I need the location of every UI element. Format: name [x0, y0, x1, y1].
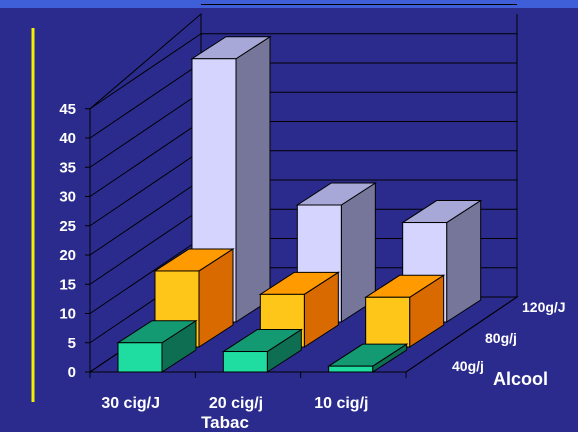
- side-gridline: [89, 33, 202, 110]
- x-axis-labels: 30 cig/J 20 cig/j 10 cig/j: [89, 372, 407, 412]
- z-tick-label: 120g/J: [522, 299, 566, 315]
- y-tick-label: 0: [68, 364, 76, 381]
- z-axis-line: [405, 296, 518, 373]
- x-tick-label: 10 cig/j: [314, 395, 368, 412]
- y-tick-label: 5: [68, 335, 76, 352]
- y-tick-label: 30: [59, 189, 76, 206]
- chart-bars: [116, 35, 483, 373]
- x-tick-label: 30 cig/J: [101, 395, 160, 412]
- side-gridline: [89, 91, 202, 168]
- bar-front: [222, 351, 268, 373]
- y-tick-label: 25: [59, 218, 76, 235]
- y-tick-label: 45: [59, 101, 76, 118]
- bar: [221, 328, 304, 373]
- bar-front: [365, 296, 411, 348]
- bar: [326, 343, 409, 373]
- bar-front: [328, 365, 374, 373]
- side-gridline: [89, 179, 202, 256]
- bar-side: [235, 35, 271, 323]
- x-axis-title: Tabac: [201, 413, 249, 432]
- bar: [116, 319, 198, 373]
- side-gridline: [89, 62, 202, 139]
- y-axis-ticks: 0 5 10 15 20 25 30 35 40 45: [59, 101, 76, 381]
- bar-front: [117, 342, 163, 373]
- x-tick-label: 20 cig/j: [209, 395, 263, 412]
- y-tick-label: 40: [59, 130, 76, 147]
- y-tick-label: 10: [59, 306, 76, 323]
- z-axis-title: Alcool: [493, 369, 548, 389]
- z-tick-label: 80g/j: [485, 330, 517, 346]
- side-gridline: [89, 121, 202, 197]
- side-gridline: [89, 150, 202, 227]
- z-tick-label: 40g/j: [452, 358, 484, 374]
- y-tick-label: 20: [59, 247, 76, 264]
- y-tick-label: 35: [59, 159, 76, 176]
- side-gridline: [89, 208, 202, 285]
- side-gridline: [89, 238, 202, 314]
- y-tick-label: 15: [59, 276, 76, 293]
